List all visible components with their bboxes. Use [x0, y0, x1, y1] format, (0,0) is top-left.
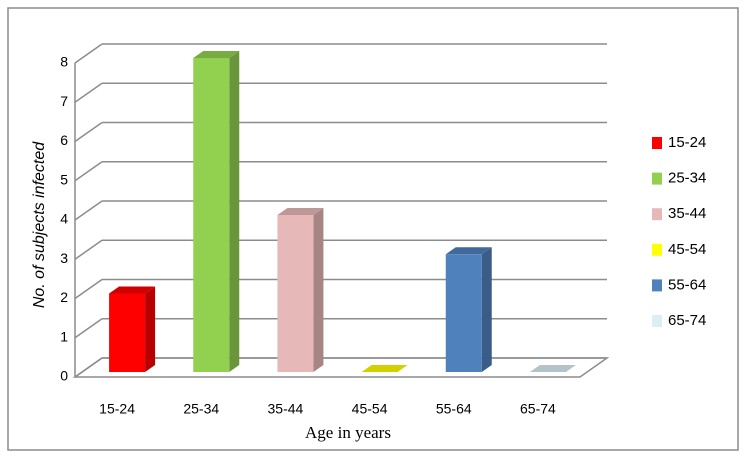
chart-frame: [7, 7, 739, 451]
y-tick-label: 6: [60, 132, 68, 148]
bar-face: [277, 208, 324, 215]
legend-swatch: [652, 208, 662, 221]
grid-line: [74, 161, 103, 182]
x-tick-label: 15-24: [99, 401, 135, 417]
bar-face: [145, 286, 156, 372]
y-tick-label: 4: [60, 211, 68, 227]
legend-swatch: [652, 137, 662, 149]
x-tick-label: 55-64: [436, 401, 472, 417]
bar: [445, 247, 492, 372]
y-tick-label: 3: [60, 250, 68, 266]
legend-label: 65-74: [668, 312, 706, 329]
legend-swatch: [652, 243, 662, 256]
bar-face: [193, 58, 230, 372]
grid-line: [74, 278, 103, 300]
bar-face: [445, 247, 492, 255]
bar-face: [529, 365, 576, 372]
grid-line: [74, 82, 103, 103]
bar-face: [229, 51, 240, 372]
bar-face: [481, 247, 492, 372]
bar-face: [109, 286, 156, 294]
legend-swatch: [652, 172, 662, 185]
x-tick-label: 65-74: [520, 401, 556, 417]
y-tick-label: 0: [60, 368, 68, 384]
legend-swatch: [652, 279, 662, 292]
grid-line: [74, 239, 103, 260]
legend-swatch: [652, 315, 662, 327]
y-axis-label: No. of subjects infected: [31, 141, 48, 308]
legend-label: 55-64: [668, 276, 706, 293]
legend-label: 25-34: [668, 170, 706, 187]
y-tick-label: 7: [60, 93, 68, 109]
bar: [361, 365, 408, 372]
bar: [277, 208, 324, 372]
y-tick-label: 5: [60, 171, 68, 187]
x-tick-label: 25-34: [183, 401, 219, 417]
grid-line: [74, 121, 103, 143]
y-tick-label: 1: [60, 328, 68, 344]
grid-line: [74, 357, 103, 378]
legend-label: 15-24: [668, 134, 706, 151]
grid-line: [74, 318, 103, 339]
bar-face: [109, 293, 146, 372]
legend-label: 45-54: [668, 241, 706, 258]
bar-face: [445, 254, 482, 372]
bar: [109, 286, 156, 372]
bar-face: [361, 365, 408, 372]
grid-line: [74, 200, 103, 221]
bar: [193, 51, 240, 372]
bar-face: [313, 208, 324, 372]
legend-label: 35-44: [668, 205, 706, 222]
x-tick-label: 45-54: [352, 401, 388, 417]
x-axis-label: Age in years: [305, 423, 391, 442]
y-tick-label: 2: [60, 289, 68, 305]
bar: [529, 365, 576, 372]
y-tick-label: 8: [60, 54, 68, 70]
bar-face: [277, 215, 314, 372]
x-tick-label: 35-44: [268, 401, 304, 417]
grid-line: [74, 43, 103, 64]
bar-face: [193, 51, 240, 58]
